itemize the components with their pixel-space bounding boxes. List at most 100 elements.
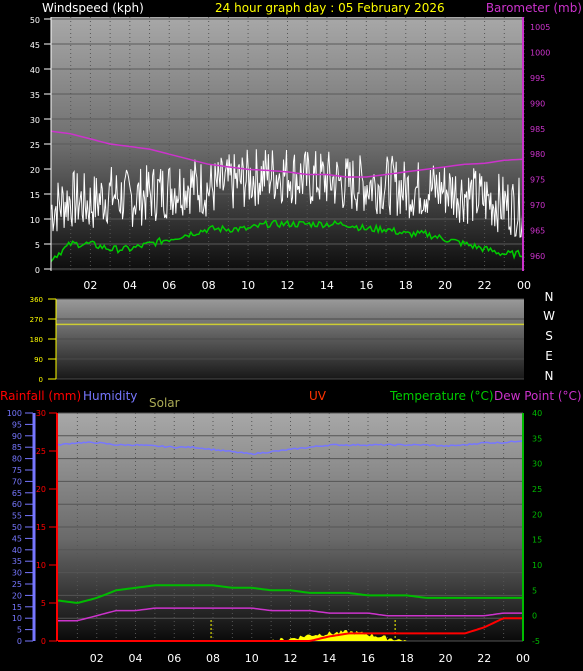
lower-x-label-22: 22 (477, 652, 491, 665)
wind-x-label-08: 08 (202, 279, 216, 292)
wind-tick-label-50: 50 (30, 16, 40, 25)
wind-x-label-06: 06 (162, 279, 176, 292)
wind-x-label-18: 18 (399, 279, 413, 292)
temperature-tick-label-5: 5 (532, 586, 537, 595)
wind-tick-label-20: 20 (30, 166, 40, 175)
humidity-y-ticks: 0 5 10 15 20 25 30 35 40 45 50 55 60 65 70 75 80 85 90 95 10… (7, 409, 33, 646)
lower-x-label-20: 20 (439, 652, 453, 665)
barometer-tick-label-960: 960 (530, 252, 545, 261)
rain-tick-label-5: 5 (41, 599, 46, 608)
humidity-tick-label-90: 90 (12, 432, 22, 441)
wind-tick-label-15: 15 (30, 191, 40, 200)
humidity-tick-label-75: 75 (12, 466, 22, 475)
rain-y-ticks: 0 5 10 15 20 25 30 (36, 409, 57, 646)
lower-x-label-16: 16 (361, 652, 375, 665)
rainfall-axis-title: Rainfall (mm) (0, 389, 81, 403)
barometer-tick-label-990: 990 (530, 99, 545, 108)
compass-letter-s: S (545, 329, 553, 343)
rain-tick-label-30: 30 (36, 409, 46, 418)
lower-x-label-12: 12 (284, 652, 298, 665)
lower-x-label-18: 18 (400, 652, 414, 665)
compass-letter-w: W (543, 309, 555, 323)
lower-x-label-04: 04 (129, 652, 143, 665)
wind-x-label-04: 04 (123, 279, 137, 292)
humidity-tick-label-40: 40 (12, 546, 22, 555)
wind-tick-label-30: 30 (30, 116, 40, 125)
wind-tick-label-5: 5 (35, 241, 40, 250)
humidity-tick-label-100: 100 (7, 409, 22, 418)
compass-letter-e: E (545, 349, 553, 363)
wind-tick-label-10: 10 (30, 216, 40, 225)
uv-title: UV (309, 389, 327, 403)
temperature-tick-label-0: 0 (532, 612, 537, 621)
barometer-tick-label-985: 985 (530, 125, 545, 134)
temperature-line (57, 584, 523, 604)
humidity-tick-label-80: 80 (12, 455, 22, 464)
wind-x-label-10: 10 (241, 279, 255, 292)
temperature-tick-label-10: 10 (532, 561, 542, 570)
rain-tick-label-20: 20 (36, 485, 46, 494)
direction-tick-label-0: 0 (39, 376, 43, 384)
barometer-tick-label-965: 965 (530, 226, 545, 235)
lower-x-label-06: 06 (167, 652, 181, 665)
dewpoint-line (58, 607, 523, 622)
temperature-tick-label-35: 35 (532, 434, 542, 443)
wind-tick-label-45: 45 (30, 41, 40, 50)
humidity-tick-label-45: 45 (12, 534, 22, 543)
humidity-tick-label-65: 65 (12, 489, 22, 498)
graph-title: 24 hour graph day : 05 February 2026 (215, 1, 445, 15)
dewpoint-axis-title: Dew Point (°C) (494, 389, 582, 403)
wind-tick-label-25: 25 (30, 141, 40, 150)
wind-x-label-12: 12 (281, 279, 295, 292)
humidity-axis-title: Humidity (83, 389, 137, 403)
rain-line (58, 617, 523, 642)
humidity-tick-label-5: 5 (17, 626, 22, 635)
lower-x-label-00: 00 (516, 652, 530, 665)
temperature-y-ticks: -5 0 5 10 15 20 25 30 35 40 (532, 409, 542, 646)
humidity-tick-label-20: 20 (12, 591, 22, 600)
rain-tick-label-25: 25 (36, 447, 46, 456)
rain-tick-label-0: 0 (41, 637, 46, 646)
wind-x-label-02: 02 (83, 279, 97, 292)
humidity-tick-label-10: 10 (12, 614, 22, 623)
compass-letter-n-bottom: N (545, 369, 554, 383)
direction-tick-label-180: 180 (30, 336, 43, 344)
barometer-tick-label-1000: 1000 (530, 49, 550, 58)
rain-tick-label-15: 15 (36, 523, 46, 532)
humidity-tick-label-85: 85 (12, 443, 22, 452)
humidity-tick-label-70: 70 (12, 477, 22, 486)
wind-x-label-22: 22 (478, 279, 492, 292)
humidity-tick-label-60: 60 (12, 500, 22, 509)
solar-title: Solar (149, 396, 180, 410)
temperature-tick-label--5: -5 (532, 637, 540, 646)
temperature-tick-label-40: 40 (532, 409, 542, 418)
windspeed-axis-title: Windspeed (kph) (42, 1, 144, 15)
lower-x-label-10: 10 (245, 652, 259, 665)
humidity-tick-label-95: 95 (12, 420, 22, 429)
direction-tick-label-360: 360 (30, 296, 43, 304)
humidity-tick-label-35: 35 (12, 557, 22, 566)
compass-letters: N W S E N (543, 290, 555, 383)
temperature-axis-title: Temperature (°C) (389, 389, 494, 403)
barometer-axis-title: Barometer (mb) (486, 1, 582, 15)
barometer-tick-label-1005: 1005 (530, 23, 550, 32)
direction-tick-label-90: 90 (34, 356, 43, 364)
barometer-tick-label-995: 995 (530, 74, 545, 83)
compass-letter-n-top: N (545, 290, 554, 304)
temperature-tick-label-30: 30 (532, 460, 542, 469)
wind-tick-label-35: 35 (30, 91, 40, 100)
wind-y-ticks: 0 5 10 15 20 25 30 35 40 45 50 (30, 16, 51, 275)
humidity-tick-label-50: 50 (12, 523, 22, 532)
solar-area (58, 630, 523, 641)
rain-tick-label-10: 10 (36, 561, 46, 570)
wind-x-label-14: 14 (320, 279, 334, 292)
wind-x-ticks: 02 04 06 08 10 12 14 16 18 20 22 00 (83, 279, 531, 292)
wind-tick-label-40: 40 (30, 66, 40, 75)
direction-tick-label-270: 270 (30, 316, 43, 324)
temperature-tick-label-20: 20 (532, 510, 542, 519)
wind-x-label-00: 00 (517, 279, 531, 292)
humidity-tick-label-25: 25 (12, 580, 22, 589)
humidity-tick-label-15: 15 (12, 603, 22, 612)
lower-series (32, 413, 524, 642)
wind-grid (51, 17, 525, 271)
